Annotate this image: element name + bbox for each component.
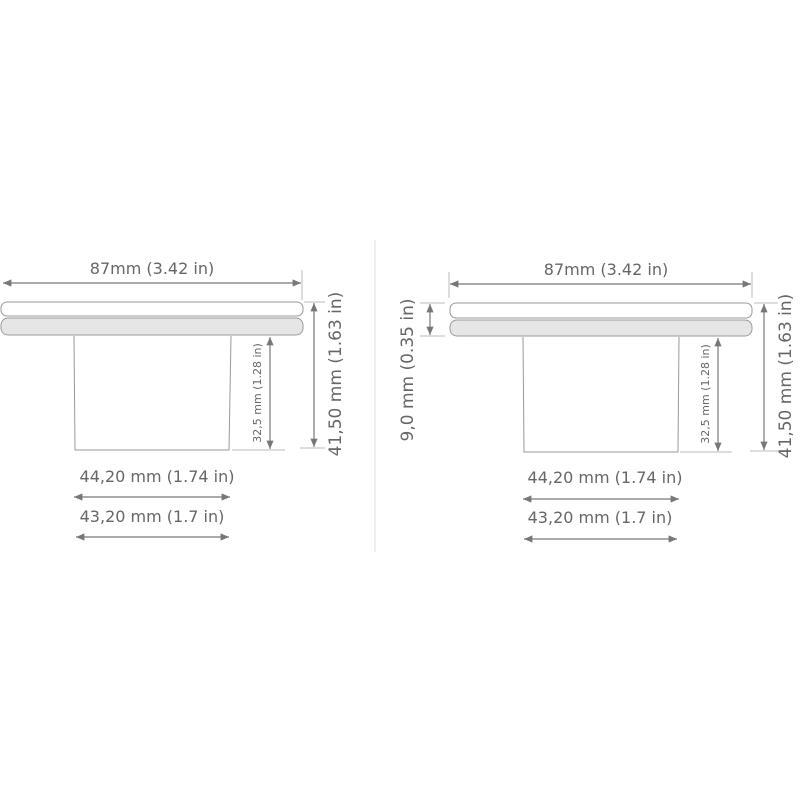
body xyxy=(522,336,680,453)
top-plate xyxy=(449,302,753,319)
left-view: 87mm (3.42 in) 32,5 mm (1.28 in) 41,50 m… xyxy=(0,259,346,541)
top-plate xyxy=(0,301,304,317)
lower-plate xyxy=(449,319,753,337)
body-bottom-width-label: 43,20 mm (1.7 in) xyxy=(80,507,225,526)
body-height-label: 32,5 mm (1.28 in) xyxy=(699,344,712,444)
overall-width-label: 87mm (3.42 in) xyxy=(544,260,668,279)
overall-height-label: 41,50 mm (1.63 in) xyxy=(326,292,346,457)
body-top-width-label: 44,20 mm (1.74 in) xyxy=(80,467,235,486)
body xyxy=(73,335,232,451)
lower-plate xyxy=(0,317,304,336)
overall-height-label: 41,50 mm (1.63 in) xyxy=(776,294,796,459)
overall-width-label: 87mm (3.42 in) xyxy=(90,259,214,278)
plate-height-label: 9,0 mm (0.35 in) xyxy=(398,299,418,442)
body-top-width-label: 44,20 mm (1.74 in) xyxy=(528,468,683,487)
right-view: 87mm (3.42 in) 9,0 mm (0.35 in) 32,5 mm … xyxy=(398,260,796,543)
body-height-label: 32,5 mm (1.28 in) xyxy=(251,343,264,443)
body-bottom-width-label: 43,20 mm (1.7 in) xyxy=(528,508,673,527)
